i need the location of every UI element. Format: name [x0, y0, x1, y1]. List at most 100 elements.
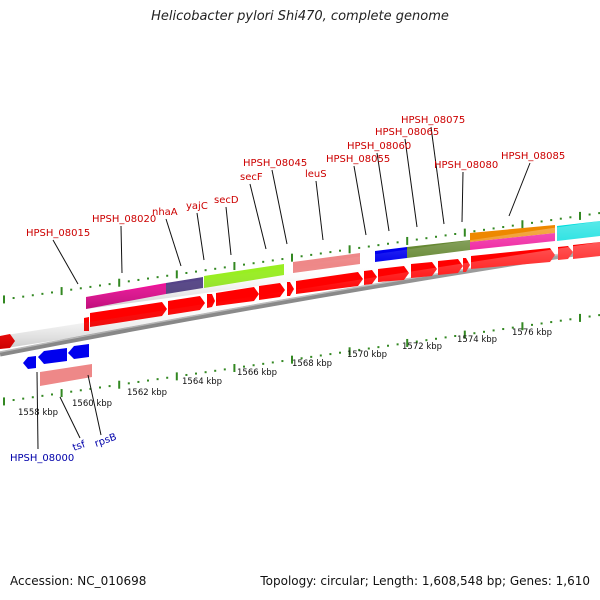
lower-tick: [406, 338, 409, 347]
lower-tick: [137, 380, 140, 383]
upper-tick: [339, 249, 341, 252]
upper-tick: [367, 245, 370, 248]
upper-tick: [502, 226, 505, 229]
lower-tick: [166, 376, 169, 379]
lower-tick: [444, 336, 447, 339]
gene-label-hpsh08060: HPSH_08060: [347, 141, 411, 152]
axis-label: 1576 kbp: [512, 328, 552, 338]
upper-tick: [79, 287, 82, 290]
gene-label-hpsh08085: HPSH_08085: [501, 151, 565, 162]
lower-tick: [271, 361, 274, 364]
lower-tick: [492, 329, 495, 332]
upper-labels: HPSH_08015 HPSH_08020 nhaA yajC secD sec…: [26, 115, 565, 239]
lower-tick: [51, 393, 53, 396]
upper-tick: [559, 217, 562, 220]
axis-label: 1562 kbp: [127, 388, 167, 398]
lower-tick: [291, 355, 293, 364]
lower-tick: [31, 396, 34, 399]
upper-tick: [444, 234, 447, 237]
lower-tick: [79, 389, 82, 392]
gene-label-hpsh08065: HPSH_08065: [375, 127, 439, 138]
upper-tick: [89, 285, 92, 288]
lower-tick: [425, 339, 428, 342]
lower-tick: [367, 347, 370, 350]
lower-tick: [435, 337, 437, 340]
lower-tick: [185, 373, 188, 376]
upper-tick: [492, 227, 495, 230]
lower-tick: [252, 364, 255, 367]
upper-tick: [233, 262, 236, 271]
upper-tick: [41, 292, 44, 295]
upper-tick: [579, 211, 581, 220]
gene-label-hpsh08000: HPSH_08000: [10, 453, 74, 464]
axis-label: 1570 kbp: [347, 350, 387, 360]
gene-label-yajc: yajC: [186, 201, 208, 212]
upper-tick: [425, 237, 428, 240]
upper-tick: [387, 242, 389, 245]
lower-tick: [147, 379, 149, 382]
lower-tick: [463, 330, 466, 339]
gene-label-tsf: tsf: [71, 439, 87, 454]
gene-label-secd: secD: [214, 195, 239, 206]
lower-tick: [262, 362, 265, 365]
upper-tick: [396, 241, 399, 244]
upper-tick: [463, 228, 466, 237]
lower-tick: [377, 346, 380, 349]
upper-tick: [319, 252, 322, 255]
lower-tick: [223, 368, 226, 371]
lower-tick: [329, 353, 332, 356]
gene-arrow-reverse: [23, 356, 36, 369]
lower-tick: [175, 372, 178, 381]
upper-tick: [473, 230, 476, 233]
gene-arrow-reverse: [68, 344, 89, 359]
upper-tick: [252, 262, 255, 265]
lower-tick: [281, 360, 284, 363]
axis-label: 1560 kbp: [72, 399, 112, 409]
lower-tick: [60, 389, 63, 398]
upper-tick: [166, 274, 169, 277]
gene-label-hpsh08020: HPSH_08020: [92, 214, 156, 225]
upper-tick: [223, 266, 226, 269]
axis-label: 1564 kbp: [182, 377, 222, 387]
upper-tick: [214, 267, 217, 270]
upper-tick: [377, 244, 380, 247]
lower-tick: [108, 385, 111, 388]
axis-label: 1574 kbp: [457, 335, 497, 345]
upper-tick: [60, 287, 63, 296]
lower-tick: [233, 364, 236, 373]
lower-tick: [531, 323, 533, 326]
lower-tick: [521, 322, 524, 331]
upper-leader-lines: [52, 126, 531, 285]
gene-label-hpsh08075: HPSH_08075: [401, 115, 465, 126]
upper-tick: [12, 297, 15, 300]
lower-tick: [588, 315, 591, 318]
lower-tick: [195, 372, 197, 375]
gene-arrows-lower: [23, 344, 92, 386]
upper-tick: [300, 255, 303, 258]
lower-tick: [310, 355, 313, 358]
upper-tick: [569, 216, 572, 219]
lower-tick: [559, 319, 562, 322]
lower-tick: [579, 313, 581, 322]
lower-tick: [70, 390, 73, 393]
lower-tick: [483, 330, 485, 333]
upper-tick: [598, 212, 600, 215]
gene-label-nhaa: nhaA: [152, 207, 178, 218]
upper-tick: [118, 278, 121, 287]
lower-tick: [569, 318, 572, 321]
lower-tick: [358, 348, 361, 351]
upper-tick: [195, 270, 197, 273]
upper-tick: [70, 288, 73, 291]
lower-tick: [204, 371, 207, 374]
lower-tick: [243, 365, 245, 368]
gene-label-rpsb: rpsB: [93, 432, 118, 450]
lower-tick-track: [3, 313, 600, 406]
lower-tick: [3, 397, 5, 406]
upper-tick: [406, 236, 409, 245]
lower-tick: [22, 397, 25, 400]
upper-tick: [329, 251, 332, 254]
upper-tick: [310, 253, 313, 256]
upper-tick: [3, 295, 5, 304]
lower-tick: [319, 354, 322, 357]
lower-tick: [396, 343, 399, 346]
